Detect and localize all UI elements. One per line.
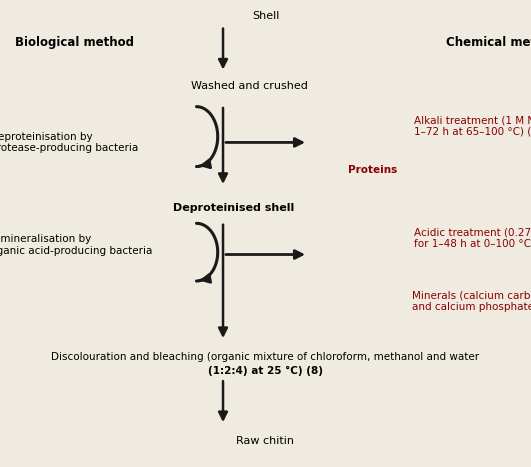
Text: Minerals (calcium carbonate
and calcium phosphate): Minerals (calcium carbonate and calcium … [412,290,531,312]
Text: Deproteinisation by
protease-producing bacteria: Deproteinisation by protease-producing b… [0,132,138,153]
Text: Proteins: Proteins [348,165,397,176]
Text: Acidic treatment (0.275-2.0 M HCl
for 1–48 h at 0–100 °C) (31): Acidic treatment (0.275-2.0 M HCl for 1–… [414,227,531,249]
Text: Alkali treatment (1 M NaOH for
1–72 h at 65–100 °C) (31): Alkali treatment (1 M NaOH for 1–72 h at… [414,115,531,137]
Text: Washed and crushed: Washed and crushed [191,81,308,92]
Text: Discolouration and bleaching (organic mixture of chloroform, methanol and water: Discolouration and bleaching (organic mi… [52,352,479,362]
Text: Shell: Shell [252,11,279,21]
Text: Demineralisation by
organic acid-producing bacteria: Demineralisation by organic acid-produci… [0,234,152,256]
Text: (1:2:4) at 25 °C) (8): (1:2:4) at 25 °C) (8) [208,366,323,376]
Text: Biological method: Biological method [15,35,134,49]
Text: Deproteinised shell: Deproteinised shell [173,203,294,213]
Text: Chemical method: Chemical method [446,35,531,49]
Text: Raw chitin: Raw chitin [236,436,295,446]
